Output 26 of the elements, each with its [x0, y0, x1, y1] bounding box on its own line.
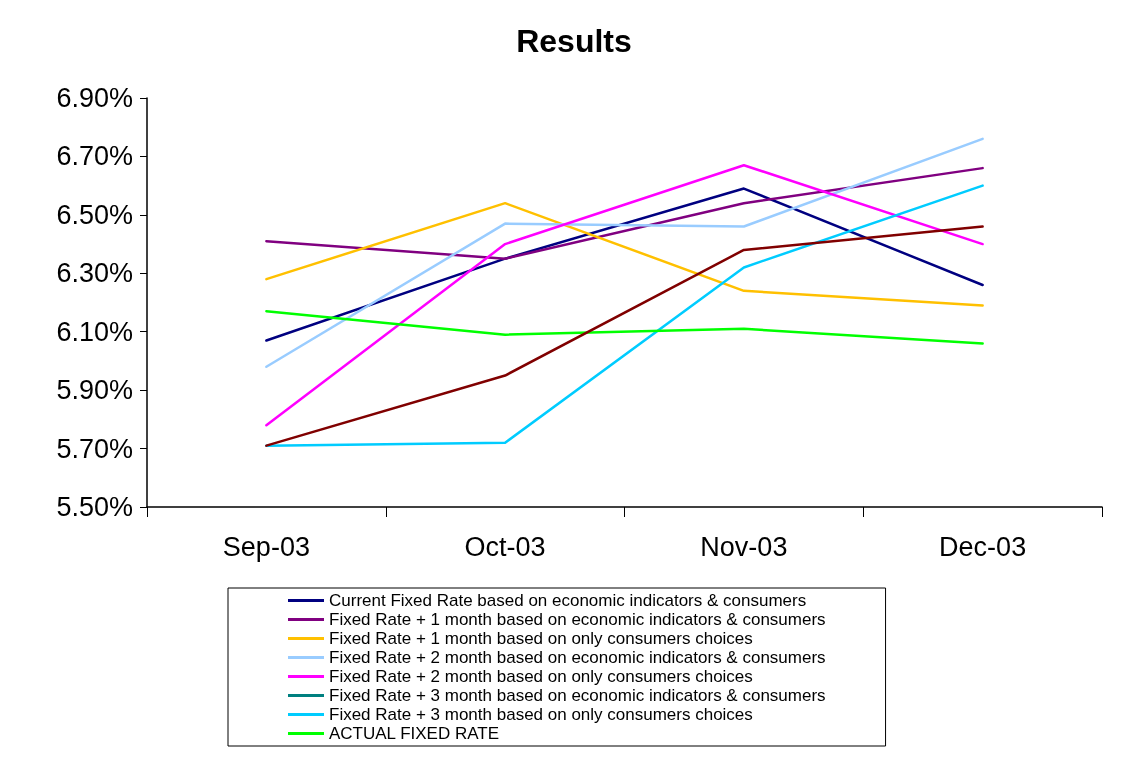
x-tick-label: Oct-03: [464, 531, 546, 562]
legend-label: Fixed Rate + 2 month based on economic indicators & consumers: [329, 648, 826, 667]
legend-label: Fixed Rate + 1 month based on economic indicators & consumers: [329, 610, 826, 629]
y-tick-label: 5.90%: [56, 375, 133, 406]
chart-title: Results: [516, 23, 632, 59]
legend-label: Current Fixed Rate based on economic indicators & consumers: [329, 591, 807, 610]
y-tick-label: 5.50%: [56, 492, 133, 522]
line-series: [265, 310, 984, 345]
y-tick-label: 6.90%: [56, 83, 133, 113]
line-series: [265, 201, 984, 307]
y-tick-label: 6.50%: [56, 199, 133, 230]
legend-label: ACTUAL FIXED RATE: [329, 724, 500, 743]
x-tick-label: Dec-03: [939, 531, 1027, 562]
x-tick-label: Sep-03: [222, 531, 310, 562]
y-tick-label: 5.70%: [56, 433, 133, 464]
legend-label: Fixed Rate + 3 month based on only consumers choices: [329, 705, 753, 724]
line-series: [265, 137, 984, 369]
legend-label: Fixed Rate + 2 month based on only consumers choices: [329, 667, 753, 686]
line-series: [265, 225, 984, 447]
y-tick-label: 6.10%: [56, 316, 133, 347]
legend-label: Fixed Rate + 1 month based on only consumers choices: [329, 629, 753, 648]
y-tick-label: 6.70%: [56, 141, 133, 172]
line-series: [265, 166, 984, 260]
x-tick-label: Nov-03: [700, 531, 788, 562]
y-tick-label: 6.30%: [56, 258, 133, 289]
legend-label: Fixed Rate + 3 month based on economic indicators & consumers: [329, 686, 826, 705]
